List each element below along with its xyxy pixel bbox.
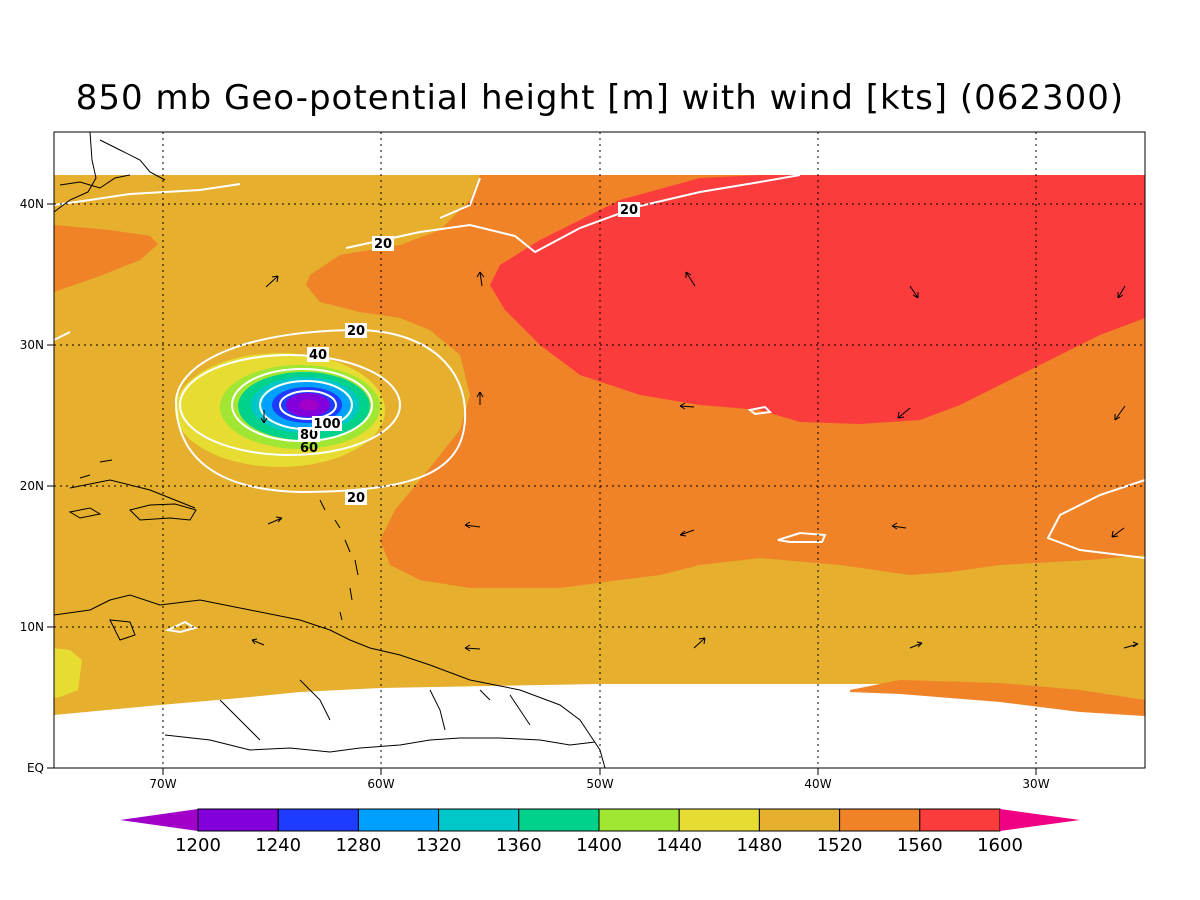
contour-label: 20: [374, 237, 392, 252]
colorbar-swatch: [197, 808, 279, 832]
wind-vectors: [251, 271, 1139, 652]
colorbar-swatch: [839, 808, 921, 832]
contour-label: 20: [620, 203, 638, 218]
colorbar-level-label: 1400: [576, 835, 622, 856]
colorbar-level-label: 1600: [977, 835, 1023, 856]
wind-arrow: [909, 641, 923, 649]
wind-arrow: [897, 407, 911, 419]
height-fill-1520-west: [54, 225, 158, 292]
wind-contour-40: [179, 354, 401, 456]
colorbar-level-label: 1200: [175, 835, 221, 856]
contour-label: 100: [313, 417, 340, 432]
coastline-hispaniola: [68, 503, 197, 521]
colorbar-level-label: 1280: [335, 835, 381, 856]
colorbar-level-label: 1520: [817, 835, 863, 856]
coastline-antilles: [319, 499, 359, 621]
colorbar-arrow-low: [120, 809, 198, 831]
colorbar-swatch: [678, 808, 760, 832]
x-tick-label: 30W: [1022, 777, 1049, 791]
coastline-south-america: [54, 594, 606, 768]
wind-arrow: [260, 410, 268, 424]
x-axis-labels: 70W 60W 50W 40W 30W: [149, 777, 1049, 791]
coastline-cuba: [69, 459, 196, 509]
height-fill-1560: [490, 175, 1145, 424]
colorbar-level-label: 1440: [656, 835, 702, 856]
wind-arrow: [891, 522, 907, 530]
wind-arrow: [251, 638, 265, 646]
colorbar-swatch: [758, 808, 841, 832]
x-tick-label: 50W: [586, 777, 613, 791]
grid: [54, 132, 1145, 768]
wind-contour-20-central: [345, 174, 801, 254]
wind-arrow: [1111, 527, 1125, 538]
colorbar-level-label: 1560: [897, 835, 943, 856]
wind-arrow: [476, 391, 484, 405]
wind-arrow: [693, 637, 706, 649]
y-tick-label: EQ: [27, 761, 44, 775]
wind-arrow: [265, 275, 279, 288]
x-tick-label: 40W: [804, 777, 831, 791]
colorbar-swatch: [919, 808, 1001, 832]
wind-arrow: [267, 516, 283, 525]
colorbar-swatch: [438, 808, 520, 832]
contour-label: 20: [347, 324, 365, 339]
colorbar-swatch: [357, 808, 440, 832]
colorbar-arrow-high: [1000, 809, 1080, 831]
y-tick-label: 30N: [20, 338, 44, 352]
colorbar-swatch: [518, 808, 600, 832]
colorbar-swatch: [277, 808, 359, 832]
wind-arrow: [679, 402, 695, 410]
x-tick-label: 70W: [149, 777, 176, 791]
wind-contour-20-islands: [164, 405, 827, 634]
wind-arrow: [464, 644, 481, 652]
wind-contour-20-east: [1046, 479, 1145, 559]
colorbar-level-label: 1240: [255, 835, 301, 856]
contour-label: 80: [300, 428, 318, 443]
height-fill-1480-coast: [54, 648, 82, 698]
contour-label: 40: [309, 348, 327, 363]
contour-labels: 20 20 20 40 20 60 80 100: [298, 202, 640, 506]
wind-arrow: [685, 271, 696, 287]
contour-label: 60: [300, 441, 318, 456]
colorbar-level-label: 1360: [496, 835, 542, 856]
x-tick-label: 60W: [367, 777, 394, 791]
y-tick-label: 20N: [20, 479, 44, 493]
colorbar-level-label: 1320: [416, 835, 462, 856]
wind-arrow: [1123, 641, 1139, 649]
wind-arrow: [476, 271, 485, 287]
colorbar: 1200 1240 1280 1320 1360 1400 1440 1480 1520 1560…: [120, 808, 1080, 856]
coastline-north-america: [54, 132, 166, 213]
wind-contour-20-north: [54, 177, 481, 219]
chart-title: 850 mb Geo-potential height [m] with win…: [75, 78, 1125, 118]
wind-arrow: [1117, 285, 1126, 299]
coastlines: [54, 132, 606, 768]
contour-label: 20: [347, 491, 365, 506]
colorbar-swatch: [598, 808, 680, 832]
y-tick-label: 40N: [20, 197, 44, 211]
wind-arrow: [464, 521, 481, 529]
wind-arrow: [909, 285, 919, 299]
wind-arrow: [1114, 405, 1126, 421]
y-axis-labels: EQ 10N 20N 30N 40N: [20, 197, 44, 775]
tick-marks: [47, 203, 1037, 775]
height-fill-1520-south: [850, 680, 1145, 716]
colorbar-level-label: 1480: [736, 835, 782, 856]
wind-contour-100: [279, 390, 337, 420]
wind-arrow: [679, 529, 695, 537]
y-tick-label: 10N: [20, 620, 44, 634]
height-fill-1200-storm: [299, 399, 319, 411]
wind-contour-20-storm: [54, 328, 467, 494]
coastline-south-america-interior: [219, 679, 531, 741]
